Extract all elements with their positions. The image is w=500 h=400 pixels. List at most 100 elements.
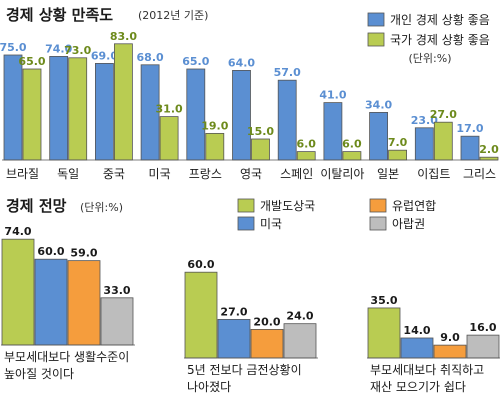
chart1-value-label: 75.0 bbox=[0, 41, 27, 54]
chart2-bar bbox=[34, 258, 68, 346]
chart2-legend-swatch-eu bbox=[369, 198, 387, 213]
chart2-legend-eu: 유럽연합 bbox=[392, 199, 436, 213]
chart1-subtitle: (2012년 기준) bbox=[138, 9, 208, 22]
chart1-value-label: 19.0 bbox=[201, 119, 228, 132]
chart1-bar bbox=[205, 132, 225, 161]
chart1-legend-swatch-personal bbox=[367, 12, 385, 27]
chart2-value-label: 16.0 bbox=[469, 321, 496, 334]
chart2-bar bbox=[466, 334, 500, 359]
chart2-value-label: 9.0 bbox=[440, 331, 460, 344]
chart2-bar bbox=[1, 238, 35, 346]
chart1-value-label: 6.0 bbox=[342, 138, 362, 151]
chart2-value-label: 59.0 bbox=[70, 247, 97, 260]
chart1-value-label: 64.0 bbox=[228, 56, 255, 69]
chart2-bar bbox=[184, 271, 218, 359]
chart2-value-label: 35.0 bbox=[370, 294, 397, 307]
chart2-group-caption: 재산 모으기가 쉽다 bbox=[370, 380, 466, 394]
chart1-category-label: 중국 bbox=[103, 167, 125, 181]
chart1-bar bbox=[369, 112, 389, 161]
chart2-bar bbox=[283, 323, 317, 359]
chart1-value-label: 23.0 bbox=[411, 114, 438, 127]
chart1-category-label: 영국 bbox=[240, 167, 262, 181]
chart2-group-caption: 부모세대보다 취직하고 bbox=[370, 363, 484, 377]
chart1-value-label: 17.0 bbox=[456, 122, 483, 135]
chart1-category-label: 미국 bbox=[149, 167, 171, 181]
chart1-value-label: 69.0 bbox=[91, 49, 118, 62]
chart2-legend-swatch-developing bbox=[237, 198, 255, 213]
chart2-bar bbox=[367, 307, 401, 359]
chart1-value-label: 68.0 bbox=[137, 51, 164, 64]
chart2-legend-swatch-us bbox=[237, 216, 255, 231]
chart2-subtitle: (단위:%) bbox=[80, 201, 123, 214]
chart1-bar bbox=[232, 70, 251, 161]
chart2-bar bbox=[217, 318, 251, 359]
chart1-value-label: 6.0 bbox=[296, 138, 316, 151]
chart1-value-label: 15.0 bbox=[247, 125, 274, 138]
chart1-legend-national: 국가 경제 상황 좋음 bbox=[390, 33, 490, 47]
chart1-bar bbox=[323, 102, 343, 161]
chart1-value-label: 7.0 bbox=[388, 136, 408, 149]
chart2-bar bbox=[67, 260, 101, 346]
chart1-legend-personal: 개인 경제 상황 좋음 bbox=[390, 13, 490, 27]
chart2-group-caption: 높아질 것이다 bbox=[4, 367, 74, 381]
chart1-category-label: 스페인 bbox=[280, 167, 313, 181]
chart1-value-label: 65.0 bbox=[18, 55, 45, 68]
chart1-category-label: 일본 bbox=[377, 167, 399, 181]
chart1-value-label: 73.0 bbox=[64, 44, 91, 57]
chart1-value-label: 27.0 bbox=[430, 108, 457, 121]
chart1-category-labels: 브라질 독일 중국 미국 프랑스 영국 스페인 이탈리아 일본 이집트 그리스 bbox=[6, 167, 496, 181]
chart1-value-label: 74.0 bbox=[45, 42, 72, 55]
chart2-value-label: 24.0 bbox=[286, 310, 313, 323]
chart1-bar bbox=[22, 68, 42, 161]
chart2-value-label: 60.0 bbox=[37, 245, 64, 258]
chart1-bar bbox=[342, 151, 362, 161]
chart1-bar bbox=[414, 127, 434, 161]
chart2-value-label: 33.0 bbox=[103, 284, 130, 297]
chart1-bar bbox=[460, 135, 480, 161]
chart1-legend-swatch-national bbox=[367, 32, 385, 47]
chart1-bar bbox=[159, 116, 179, 161]
chart1-value-label: 57.0 bbox=[274, 66, 301, 79]
chart1-category-label: 이집트 bbox=[417, 167, 450, 181]
chart2-group-caption: 5년 전보다 금전상황이 bbox=[187, 363, 302, 377]
chart2-value-label: 60.0 bbox=[187, 258, 214, 271]
chart1-category-label: 이탈리아 bbox=[320, 167, 364, 181]
chart2-value-label: 14.0 bbox=[403, 324, 430, 337]
chart1-bar bbox=[296, 151, 316, 161]
chart2-group-caption: 부모세대보다 생활수준이 bbox=[4, 350, 129, 364]
chart2-bars: 74.0 60.0 59.0 33.0 60.0 27.0 20.0 24.0 35.0 14.0… bbox=[1, 225, 500, 359]
chart1-bar bbox=[479, 156, 499, 161]
chart2-bar bbox=[250, 328, 284, 359]
chart1-value-label: 31.0 bbox=[156, 103, 183, 116]
chart2-legend-developing: 개발도상국 bbox=[260, 199, 315, 213]
chart2-value-label: 27.0 bbox=[220, 305, 247, 318]
chart1-bar bbox=[186, 68, 206, 161]
chart1-title: 경제 상황 만족도 bbox=[6, 6, 113, 24]
chart2-legend-swatch-arab bbox=[369, 216, 387, 231]
chart2-title: 경제 전망 bbox=[6, 197, 67, 215]
chart1-bars: 75.065.074.073.0 69.083.068.031.065.019.0… bbox=[0, 30, 499, 161]
chart1-value-label: 65.0 bbox=[182, 55, 209, 68]
chart1-bar bbox=[251, 138, 270, 161]
chart1-bar bbox=[388, 149, 408, 161]
chart2-legend-arab: 아랍권 bbox=[392, 217, 425, 231]
chart1-bar bbox=[49, 56, 69, 161]
chart1-unit: (단위:%) bbox=[409, 52, 452, 65]
chart1-category-label: 그리스 bbox=[463, 167, 496, 181]
chart2-group-caption: 나아졌다 bbox=[187, 380, 231, 394]
chart1-bar bbox=[95, 63, 114, 161]
chart1-bar bbox=[114, 43, 133, 161]
chart1-category-label: 브라질 bbox=[6, 167, 39, 181]
chart1-bar bbox=[68, 57, 88, 161]
chart1-bar bbox=[433, 121, 453, 161]
chart1-category-label: 프랑스 bbox=[189, 167, 222, 181]
chart1-value-label: 41.0 bbox=[319, 89, 346, 102]
chart1-value-label: 34.0 bbox=[365, 98, 392, 111]
chart2-bar bbox=[100, 297, 134, 346]
chart2-bar bbox=[400, 337, 434, 359]
chart2-legend-us: 미국 bbox=[260, 217, 282, 231]
chart1-bar bbox=[3, 54, 23, 161]
chart1-value-label: 83.0 bbox=[110, 30, 137, 43]
